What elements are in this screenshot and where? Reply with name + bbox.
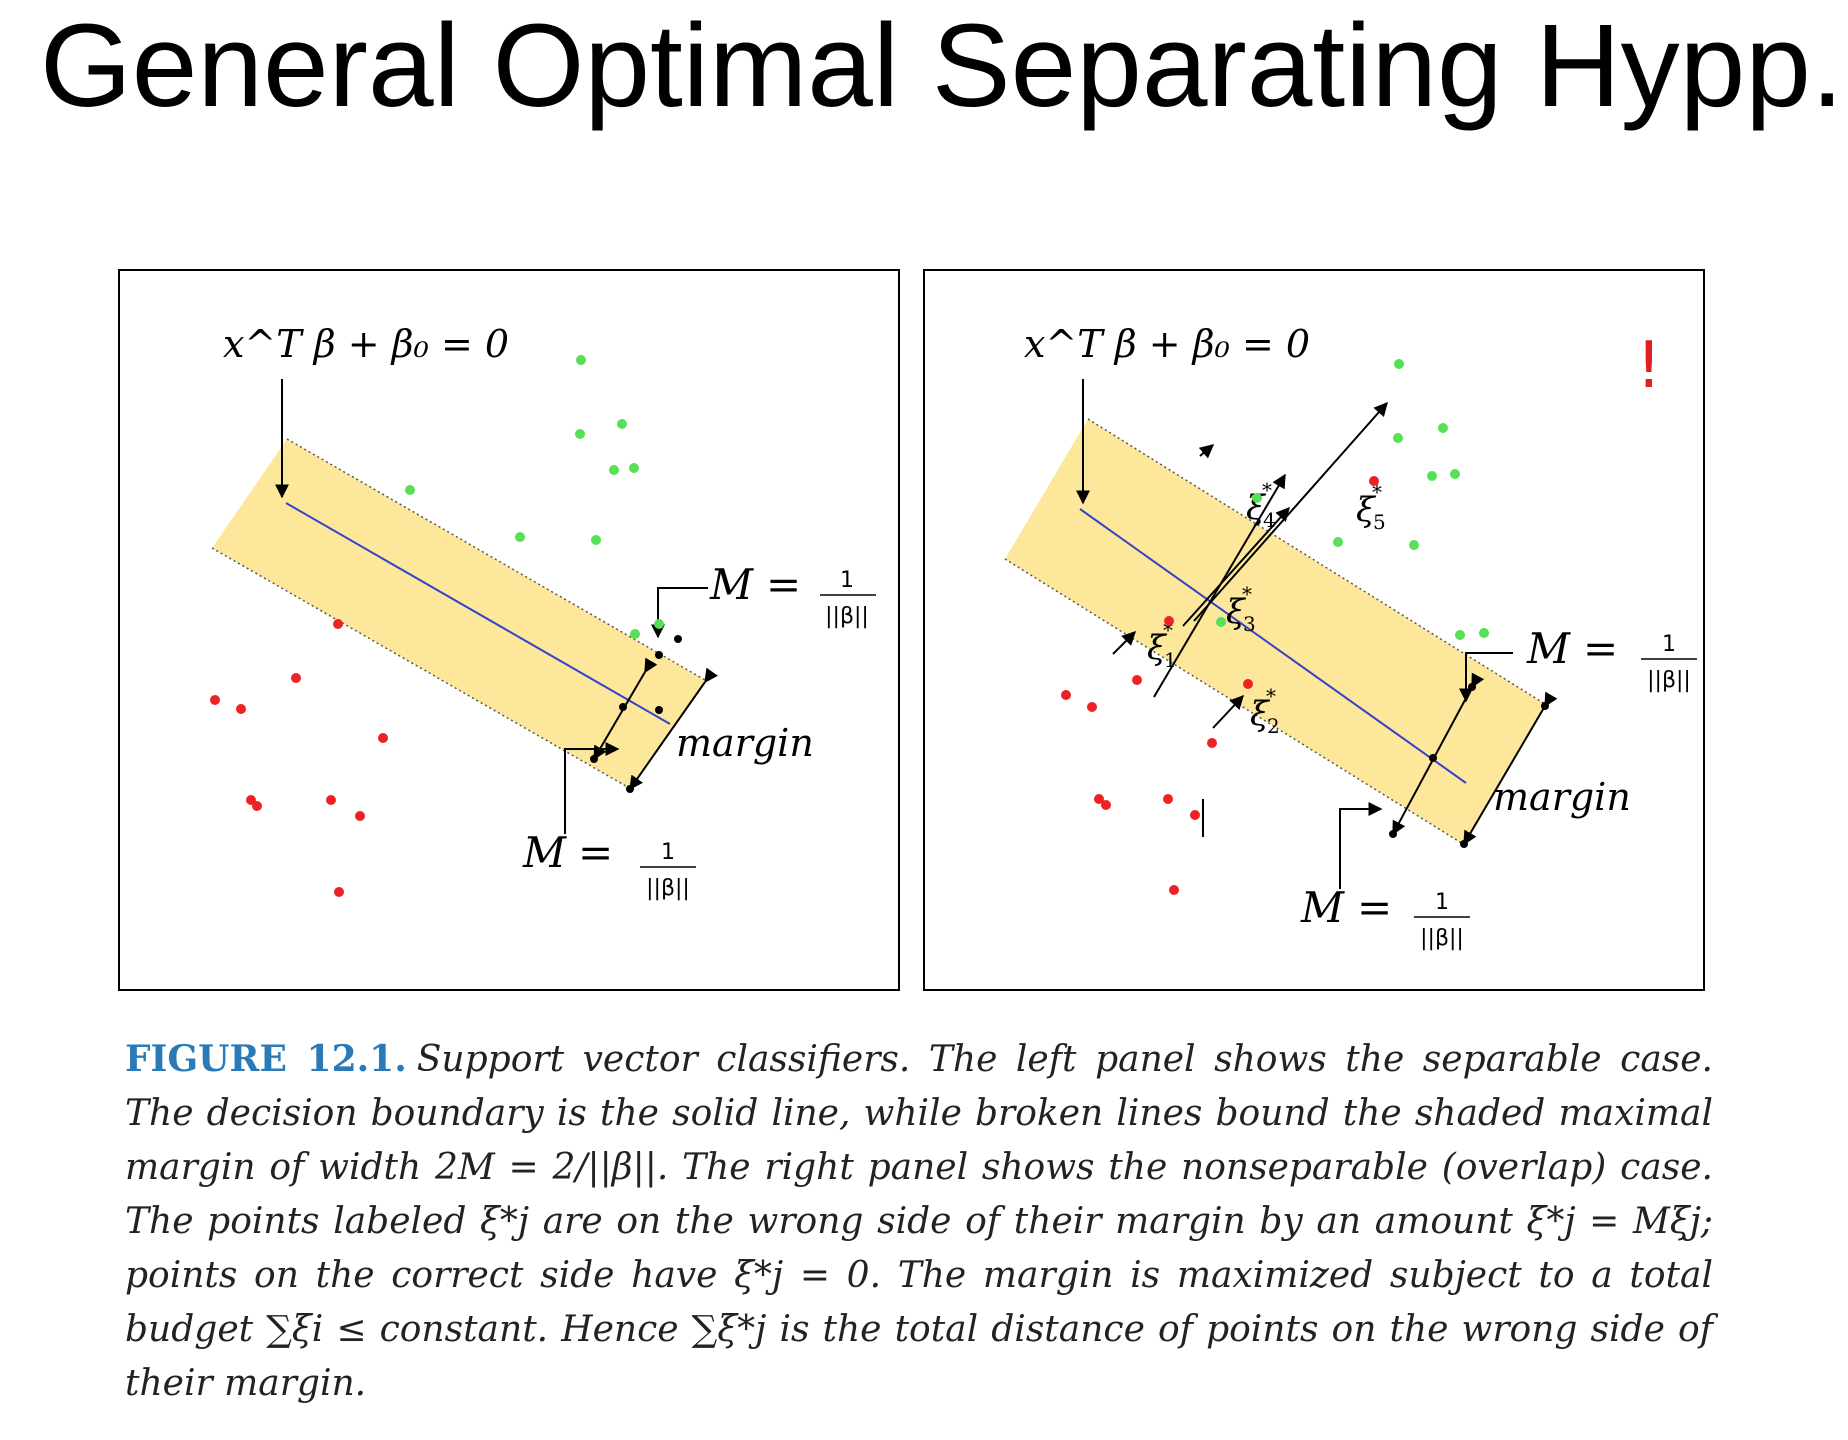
- caption-text: Support vector classifiers. The left pan…: [125, 1039, 1713, 1404]
- slack-label-xi5: ξ * 5: [1356, 480, 1386, 534]
- svg-text:*: *: [1262, 478, 1272, 502]
- slack-arrow-xi2: [1212, 694, 1244, 729]
- boundary-equation-label: x^T β + β₀ = 0: [223, 322, 509, 366]
- svg-text:1: 1: [661, 840, 675, 865]
- svg-text:ξ: ξ: [1356, 490, 1377, 530]
- svg-text:M: M: [522, 828, 567, 877]
- slack-arrow-xi5: [1193, 401, 1388, 622]
- svg-text:||β||: ||β||: [646, 876, 690, 901]
- figure-label: FIGURE 12.1.: [125, 1038, 407, 1080]
- green-class-points: [1216, 359, 1489, 640]
- margin-band: [212, 439, 705, 789]
- svg-text:M: M: [1526, 624, 1571, 673]
- right-panel-nonseparable: x^T β + β₀ = 0 ! ξ * 4 ξ * 5 ξ * 3 ξ * 1…: [923, 269, 1705, 991]
- upper-margin-formula: M = 1 ||β||: [709, 560, 876, 629]
- svg-text:*: *: [1372, 480, 1382, 504]
- svg-text:1: 1: [1164, 648, 1177, 672]
- svg-text:1: 1: [1435, 890, 1449, 915]
- svg-text:*: *: [1163, 618, 1173, 642]
- margin-width-arrow-outer: [1463, 691, 1558, 846]
- svg-text:ξ: ξ: [1250, 694, 1271, 734]
- svg-text:=: =: [1583, 624, 1618, 673]
- slide-title: General Optimal Separating Hypp.: [40, 0, 1844, 132]
- svg-text:M: M: [1300, 883, 1345, 932]
- red-class-points: [210, 619, 388, 897]
- green-class-points: [405, 355, 664, 639]
- left-panel-separable: x^T β + β₀ = 0 M = 1 ||β|| M = 1 ||β|| m…: [118, 269, 900, 991]
- slack-arrow-xi1: [1112, 631, 1136, 655]
- upper-m-pointer: [1459, 652, 1513, 703]
- svg-text:||β||: ||β||: [1420, 926, 1464, 951]
- margin-width-arrow-outer: [629, 667, 718, 791]
- svg-text:*: *: [1266, 684, 1276, 708]
- lower-margin-line: [211, 547, 632, 790]
- boundary-equation-label: x^T β + β₀ = 0: [1024, 322, 1310, 366]
- lower-m-pointer: [564, 742, 620, 834]
- svg-text:*: *: [1242, 582, 1252, 606]
- svg-text:2: 2: [1267, 714, 1280, 738]
- red-class-points: [1061, 476, 1379, 895]
- svg-text:=: =: [578, 828, 613, 877]
- svg-text:5: 5: [1373, 510, 1386, 534]
- svg-text:||β||: ||β||: [1647, 668, 1691, 693]
- margin-support-points: [590, 635, 682, 793]
- svg-text:M: M: [709, 560, 754, 609]
- exclamation-mark: !: [1636, 329, 1662, 403]
- slack-label-xi2: ξ * 2: [1250, 684, 1280, 738]
- lower-margin-formula: M = 1 ||β||: [522, 828, 696, 901]
- svg-text:||β||: ||β||: [825, 604, 869, 629]
- svg-text:ξ: ξ: [1226, 592, 1247, 632]
- margin-support-points: [1389, 683, 1549, 848]
- slack-arrow-xi4-tick: [1198, 444, 1215, 459]
- svg-text:ξ: ξ: [1147, 628, 1168, 668]
- svg-text:1: 1: [840, 568, 854, 593]
- svg-text:3: 3: [1243, 612, 1256, 636]
- svg-text:4: 4: [1263, 508, 1276, 532]
- margin-label: margin: [676, 721, 814, 765]
- slack-label-xi3: ξ * 3: [1226, 582, 1256, 636]
- lower-margin-formula: M = 1 ||β||: [1300, 883, 1470, 951]
- figure-caption: FIGURE 12.1. Support vector classifiers. …: [125, 1032, 1713, 1411]
- upper-margin-formula: M = 1 ||β||: [1526, 624, 1697, 693]
- lower-m-pointer: [1339, 802, 1383, 889]
- margin-label: margin: [1493, 775, 1631, 819]
- upper-margin-line: [286, 438, 706, 681]
- slack-arrow-xi4: [1182, 506, 1290, 627]
- slack-label-xi1: ξ * 1: [1147, 618, 1177, 672]
- svg-text:=: =: [766, 560, 801, 609]
- svg-text:=: =: [1357, 883, 1392, 932]
- svg-text:1: 1: [1662, 632, 1676, 657]
